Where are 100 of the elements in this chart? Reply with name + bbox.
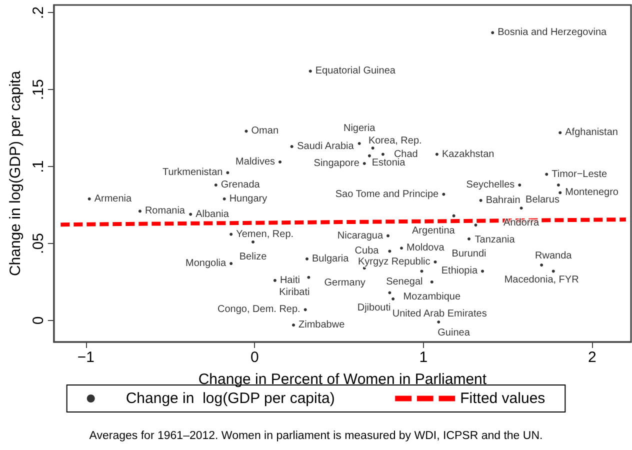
data-label: Guinea: [438, 327, 470, 338]
data-label: Estonia: [372, 158, 406, 169]
point: [252, 240, 255, 244]
point: [556, 184, 560, 187]
point: [358, 142, 361, 145]
y-tick-label: .1: [30, 160, 47, 173]
data-label: Moldova: [406, 242, 445, 254]
data-label: Belarus: [526, 194, 560, 206]
data-label: Argentina: [412, 225, 456, 236]
point: [474, 224, 478, 227]
point: [307, 276, 310, 279]
y-tick-label: .2: [30, 6, 47, 19]
y-tick-label: 0: [30, 316, 47, 325]
y-axis-title: Change in log(GDP) per capita: [7, 70, 24, 276]
data-label: Turkmenistan: [162, 167, 223, 178]
data-label: Yemen, Rep.: [236, 228, 294, 240]
point: [392, 297, 395, 300]
point: [292, 324, 296, 327]
data-label: Equatorial Guinea: [315, 66, 396, 77]
data-label: Saudi Arabia: [297, 141, 354, 152]
point: [518, 184, 522, 187]
point: [437, 320, 440, 324]
data-label: Kyrgyz Republic: [358, 256, 430, 268]
point: [388, 291, 392, 294]
x-tick-label: −1: [77, 349, 95, 366]
data-label: Djibouti: [357, 302, 391, 314]
data-label: Belize: [239, 251, 268, 262]
data-label: Singapore: [314, 158, 360, 169]
point: [138, 210, 142, 213]
data-label: Maldives: [236, 156, 276, 168]
data-label: Afghanistan: [565, 127, 618, 138]
point: [222, 197, 226, 200]
data-label: Congo, Dem. Rep.: [218, 304, 300, 316]
point: [230, 262, 233, 266]
point: [278, 160, 282, 164]
point: [491, 31, 494, 34]
point: [558, 191, 562, 194]
data-label: Burundi: [452, 248, 486, 260]
point: [214, 184, 218, 187]
point: [371, 146, 374, 150]
point: [308, 70, 312, 73]
data-label: Chad: [394, 148, 418, 160]
data-label: Bulgaria: [312, 253, 350, 264]
data-label: Timor−Leste: [552, 168, 608, 180]
point: [435, 152, 438, 156]
data-label: Tanzania: [474, 234, 516, 246]
data-label: Macedonia, FYR: [504, 274, 579, 286]
point: [479, 198, 482, 202]
point: [400, 246, 404, 250]
data-label: Kiribati: [279, 286, 310, 298]
data-label: Bahrain: [486, 194, 520, 206]
point: [230, 232, 233, 236]
x-tick-label: 0: [250, 349, 259, 366]
point: [306, 257, 309, 260]
point: [226, 171, 230, 174]
data-label: Albania: [196, 208, 230, 220]
data-label: Zimbabwe: [298, 320, 346, 331]
point: [520, 206, 523, 210]
point: [552, 270, 555, 273]
point: [273, 278, 276, 282]
data-label: Romania: [144, 206, 186, 217]
point: [558, 131, 562, 134]
data-label: Mongolia: [185, 258, 227, 270]
point: [420, 270, 424, 273]
point: [540, 264, 544, 267]
y-tick-label: .15: [30, 79, 47, 100]
point: [386, 234, 390, 238]
point: [362, 162, 366, 165]
point: [88, 197, 91, 200]
point: [368, 154, 371, 158]
data-label: Kazakhstan: [442, 148, 494, 160]
point: [452, 214, 456, 218]
legend-label: Fitted values: [460, 390, 546, 407]
data-label: Cuba: [354, 246, 380, 257]
data-label: Ethiopia: [441, 266, 478, 277]
data-label: Korea, Rep.: [368, 135, 422, 146]
text: Averages for 1961–2012. Women in parliament is measured by WDI, ICPSR and the UN.: [89, 430, 543, 442]
x-tick-label: 2: [588, 349, 596, 366]
data-label: United Arab Emirates: [392, 308, 487, 320]
point: [545, 172, 548, 176]
x-axis-title: Change in Percent of Women in Parliament: [198, 371, 488, 388]
data-label: Haiti: [280, 274, 300, 286]
data-label: Nicaragua: [337, 230, 384, 242]
data-label: Senegal: [386, 276, 423, 288]
y-tick-label: .05: [30, 233, 47, 254]
x-tick-label: 1: [419, 349, 428, 366]
data-label: Sao Tome and Principe: [335, 188, 440, 200]
point: [290, 145, 294, 148]
point: [388, 250, 392, 253]
point: [304, 308, 307, 312]
data-label: Nigeria: [343, 122, 376, 134]
data-label: Grenada: [220, 180, 260, 191]
data-label: Seychelles: [466, 180, 515, 191]
data-label: Germany: [324, 278, 366, 289]
point: [481, 270, 484, 273]
data-label: Hungary: [229, 193, 268, 204]
data-label: Mozambique: [403, 291, 461, 302]
data-label: Armenia: [94, 193, 132, 204]
legend-label: Change in log(GDP per capita): [126, 390, 335, 407]
data-label: Montenegro: [565, 187, 619, 198]
